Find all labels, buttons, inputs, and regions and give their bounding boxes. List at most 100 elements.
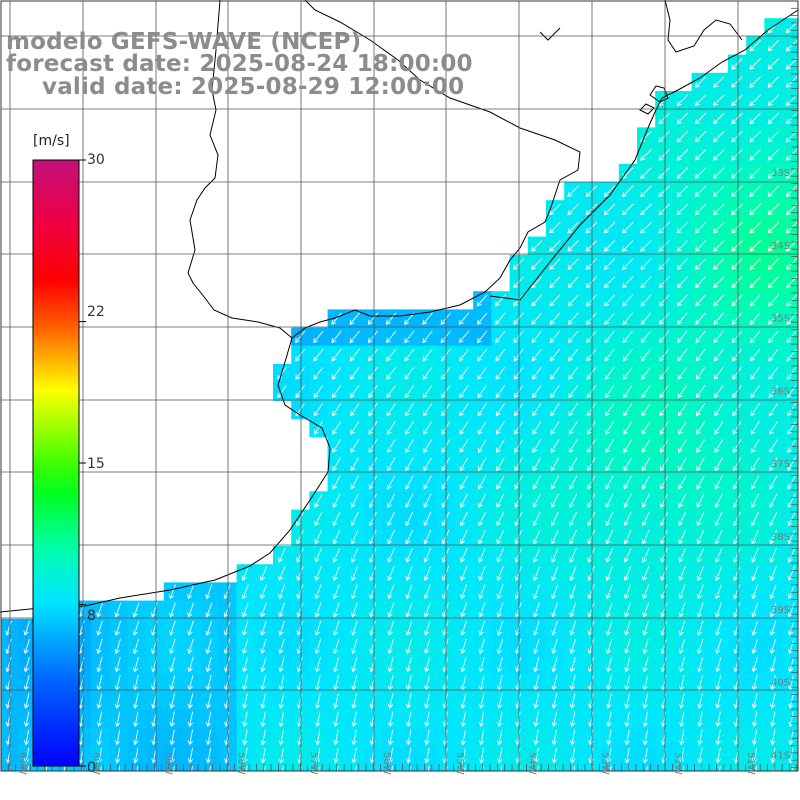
wind-arrow [405, 529, 414, 545]
wind-arrow [551, 729, 558, 746]
wind-arrow [586, 348, 597, 362]
wind-cell [455, 764, 474, 771]
latitude-label: 36S [771, 386, 790, 397]
wind-arrow [678, 602, 686, 618]
wind-arrow [260, 602, 267, 618]
wind-cell [236, 764, 256, 771]
wind-arrow [114, 693, 121, 709]
wind-arrow [369, 638, 376, 655]
wind-arrow [715, 711, 721, 728]
wind-arrow [622, 276, 634, 289]
wind-arrow [478, 711, 485, 728]
wind-arrow [387, 566, 395, 582]
wind-arrow [332, 638, 340, 655]
wind-arrow [169, 711, 175, 728]
wind-arrow [787, 421, 797, 435]
wind-arrow [350, 475, 359, 490]
wind-arrow [605, 457, 614, 472]
wind-arrow [477, 348, 488, 362]
wind-arrow [96, 729, 103, 746]
wind-arrow [568, 439, 578, 454]
wind-arrow [749, 167, 761, 179]
border-line [664, 0, 743, 53]
wind-arrow [568, 384, 578, 399]
wind-arrow [678, 421, 687, 435]
wind-arrow [100, 766, 102, 771]
wind-arrow [460, 693, 467, 709]
wind-arrow [642, 747, 649, 764]
wind-arrow [445, 766, 448, 771]
wind-arrow [458, 312, 470, 325]
wind-arrow [731, 185, 743, 197]
wind-arrow [678, 693, 685, 709]
wind-arrow [96, 693, 103, 709]
latitude-label: 40S [771, 678, 790, 689]
wind-arrow [405, 421, 414, 435]
wind-arrow [404, 366, 415, 380]
wind-arrow [296, 584, 304, 600]
wind-arrow [314, 656, 321, 673]
wind-arrow [460, 656, 467, 673]
colorbar-label-30: 30 [87, 152, 105, 168]
wind-arrow [749, 185, 761, 197]
wind-arrow [751, 693, 758, 709]
wind-arrow [678, 584, 686, 600]
wind-arrow [350, 493, 359, 508]
wind-cell [527, 764, 547, 771]
wind-arrow [658, 276, 670, 289]
wind-arrow [696, 457, 705, 472]
wind-cell [182, 764, 201, 771]
wind-arrow [424, 656, 431, 673]
wind-arrow [695, 312, 706, 325]
wind-arrow [623, 439, 633, 454]
wind-arrow [697, 693, 703, 709]
wind-arrow [641, 475, 651, 490]
wind-arrow [5, 656, 12, 673]
wind-arrow [424, 729, 430, 746]
wind-arrow [405, 439, 414, 454]
longitude-label: 56W [381, 752, 392, 775]
wind-arrow [351, 638, 358, 655]
wind-arrow [715, 638, 722, 655]
wind-arrow [694, 94, 707, 106]
wind-arrow [769, 638, 777, 655]
wind-arrow [787, 602, 795, 618]
wind-arrow [586, 403, 597, 417]
wind-arrow [622, 294, 634, 307]
wind-arrow [263, 766, 266, 771]
wind-arrow [387, 656, 394, 673]
wind-arrow [367, 348, 379, 362]
wind-arrow [750, 403, 760, 417]
longitude-label: 52W [672, 752, 683, 775]
wind-arrow [641, 384, 651, 399]
wind-arrow [623, 421, 633, 435]
wind-arrow [496, 439, 505, 454]
wind-arrow [313, 348, 324, 362]
wind-arrow [406, 729, 412, 746]
wind-arrow [640, 221, 652, 234]
wind-arrow [551, 584, 559, 600]
wind-arrow [296, 602, 304, 618]
wind-arrow [624, 656, 631, 673]
wind-arrow [767, 185, 780, 197]
wind-arrow [242, 729, 248, 746]
wind-arrow [622, 258, 634, 270]
wind-arrow [623, 529, 632, 545]
wind-arrow [350, 457, 359, 472]
wind-arrow [549, 203, 561, 216]
longitude-label: 59W [163, 752, 174, 775]
wind-arrow [694, 130, 707, 143]
wind-arrow [532, 439, 542, 454]
wind-arrow [587, 421, 596, 435]
wind-arrow [295, 348, 306, 362]
wind-arrow [587, 638, 595, 655]
wind-arrow [677, 348, 688, 362]
wind-arrow [714, 403, 724, 417]
wind-arrow [532, 475, 541, 490]
wind-arrow [731, 112, 743, 125]
wind-arrow [694, 149, 707, 161]
wind-arrow [168, 584, 176, 600]
wind-arrow [550, 511, 559, 527]
wind-arrow [609, 766, 612, 771]
wind-arrow [714, 493, 723, 508]
